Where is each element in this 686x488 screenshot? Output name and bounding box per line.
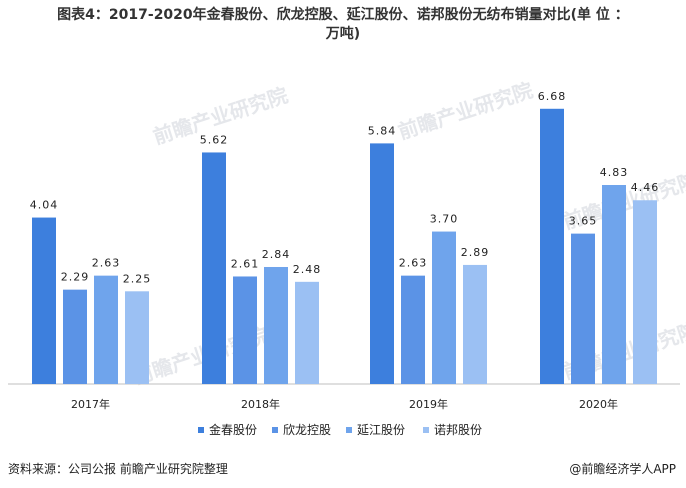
chart-title-line2: 万吨) xyxy=(325,26,361,42)
data-label: 6.68 xyxy=(538,90,567,103)
data-label: 2.61 xyxy=(231,257,260,270)
data-label: 5.84 xyxy=(368,124,397,137)
data-label: 4.04 xyxy=(30,199,59,212)
legend-label: 金春股份 xyxy=(209,422,257,437)
data-label: 2.63 xyxy=(92,257,121,270)
brand-note: @前瞻经济学人APP xyxy=(569,462,676,476)
data-label: 2.48 xyxy=(293,263,322,276)
bar xyxy=(63,289,87,384)
bar xyxy=(571,233,595,384)
data-label: 2.84 xyxy=(262,248,291,261)
legend-label: 欣龙控股 xyxy=(283,423,331,437)
legend-swatch xyxy=(272,427,278,433)
bar xyxy=(602,185,626,384)
data-label: 4.83 xyxy=(600,166,629,179)
bar xyxy=(264,266,288,384)
bar xyxy=(202,152,226,384)
legend-swatch xyxy=(346,427,352,433)
data-label: 2.25 xyxy=(123,272,152,285)
bar xyxy=(295,281,319,384)
legend-label: 延江股份 xyxy=(357,423,405,437)
data-label: 3.70 xyxy=(430,213,459,226)
x-tick-label: 2020年 xyxy=(579,397,618,411)
data-label: 3.65 xyxy=(569,215,598,228)
bar xyxy=(540,108,564,384)
x-tick-label: 2019年 xyxy=(409,397,448,411)
legend-label: 诺邦股份 xyxy=(434,423,482,437)
bar xyxy=(401,275,425,384)
data-label: 2.29 xyxy=(61,271,90,284)
data-label: 2.63 xyxy=(399,257,428,270)
bar xyxy=(633,200,657,384)
bar xyxy=(432,231,456,384)
x-tick-label: 2017年 xyxy=(71,397,110,411)
data-label: 5.62 xyxy=(200,133,229,146)
data-label: 2.89 xyxy=(461,246,490,259)
data-label: 4.46 xyxy=(631,181,660,194)
x-tick-label: 2018年 xyxy=(241,397,280,411)
source-note: 资料来源：公司公报 前瞻产业研究院整理 xyxy=(8,462,228,476)
bar xyxy=(370,143,394,384)
bar xyxy=(125,291,149,384)
legend-swatch xyxy=(198,427,204,433)
legend-swatch xyxy=(423,427,429,433)
chart-title-line1: 图表4：2017-2020年金春股份、欣龙控股、延江股份、诺邦股份无纺布销量对比… xyxy=(57,7,629,23)
bar xyxy=(463,264,487,384)
bar xyxy=(32,217,56,384)
bar xyxy=(94,275,118,384)
bar xyxy=(233,276,257,384)
chart-title: 图表4：2017-2020年金春股份、欣龙控股、延江股份、诺邦股份无纺布销量对比… xyxy=(0,6,686,44)
